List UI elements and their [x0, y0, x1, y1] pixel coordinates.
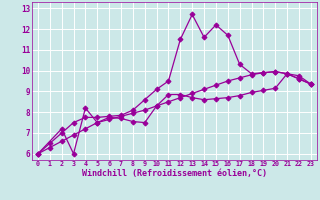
X-axis label: Windchill (Refroidissement éolien,°C): Windchill (Refroidissement éolien,°C)	[82, 169, 267, 178]
